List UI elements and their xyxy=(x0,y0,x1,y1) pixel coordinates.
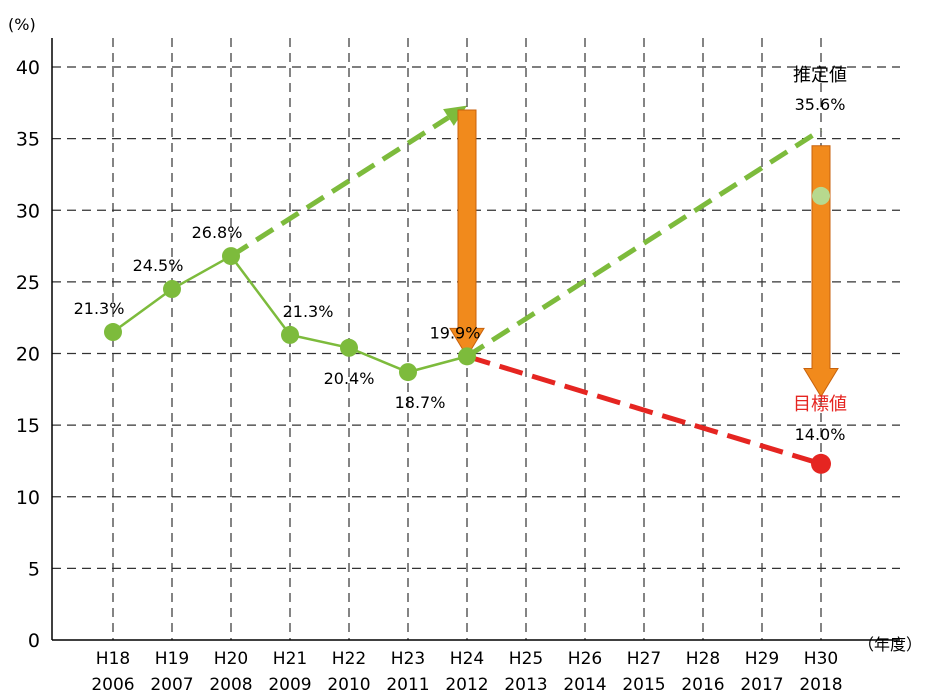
actual-point-2011 xyxy=(399,363,417,382)
x-tick-era-H22: H22 xyxy=(332,649,366,669)
data-label-2011: 18.7% xyxy=(395,393,446,412)
x-tick-year-2012: 2012 xyxy=(445,675,488,695)
estimate-annotation-value: 35.6% xyxy=(795,95,846,114)
target-point xyxy=(811,453,831,474)
x-tick-year-2006: 2006 xyxy=(91,675,134,695)
x-tick-era-H27: H27 xyxy=(627,649,661,669)
x-tick-year-2008: 2008 xyxy=(209,675,252,695)
x-tick-year-2014: 2014 xyxy=(563,675,606,695)
y-tick-labels: 0 5 10 15 20 25 30 35 40 xyxy=(16,57,40,652)
x-tick-era-H23: H23 xyxy=(391,649,425,669)
x-tick-labels: H18 2006 H19 2007 H20 2008 H21 2009 H22 2010 H23 20… xyxy=(91,649,842,695)
y-tick-0: 0 xyxy=(28,630,40,652)
y-tick-5: 5 xyxy=(28,558,40,580)
estimate-marker xyxy=(812,186,830,205)
y-tick-20: 20 xyxy=(16,344,40,366)
reduction-arrow-2012 xyxy=(449,109,485,358)
x-tick-era-H20: H20 xyxy=(214,649,248,669)
x-tick-year-2010: 2010 xyxy=(327,675,370,695)
x-tick-year-2007: 2007 xyxy=(150,675,193,695)
x-tick-year-2009: 2009 xyxy=(268,675,311,695)
x-axis-unit: （年度） xyxy=(858,635,922,654)
y-tick-40: 40 xyxy=(16,57,40,79)
target-annotation-value: 14.0% xyxy=(795,425,846,444)
reduction-arrow-2018 xyxy=(803,145,839,398)
axes xyxy=(51,38,900,641)
x-tick-year-2011: 2011 xyxy=(386,675,429,695)
actual-point-2010 xyxy=(340,338,358,357)
data-label-2009: 21.3% xyxy=(283,302,334,321)
x-tick-year-2013: 2013 xyxy=(504,675,547,695)
x-tick-era-H25: H25 xyxy=(509,649,543,669)
y-tick-35: 35 xyxy=(16,129,40,151)
x-tick-era-H18: H18 xyxy=(96,649,130,669)
target-annotation-title: 目標値 xyxy=(793,394,847,415)
data-label-2010: 20.4% xyxy=(324,369,375,388)
y-axis-unit: (%) xyxy=(8,15,36,34)
actual-point-2007 xyxy=(163,280,181,299)
y-tick-15: 15 xyxy=(16,415,40,437)
x-tick-year-2015: 2015 xyxy=(622,675,665,695)
trend-2008-line xyxy=(229,115,450,259)
reduction-arrows xyxy=(449,109,839,398)
x-tick-year-2016: 2016 xyxy=(681,675,724,695)
x-tick-year-2018: 2018 xyxy=(799,675,842,695)
data-points xyxy=(104,186,831,474)
x-tick-year-2017: 2017 xyxy=(740,675,783,695)
actual-point-2012 xyxy=(458,347,476,366)
target-line xyxy=(466,353,822,467)
y-tick-30: 30 xyxy=(16,200,40,222)
data-label-2006: 21.3% xyxy=(74,299,125,318)
actual-point-2008 xyxy=(222,247,240,266)
data-label-2012: 19.9% xyxy=(430,323,481,342)
data-label-2007: 24.5% xyxy=(133,256,184,275)
x-tick-era-H29: H29 xyxy=(745,649,779,669)
x-tick-era-H30: H30 xyxy=(804,649,838,669)
actual-point-2009 xyxy=(281,325,299,344)
x-tick-era-H24: H24 xyxy=(450,649,484,669)
x-tick-era-H19: H19 xyxy=(155,649,189,669)
data-labels: 21.3% 24.5% 26.8% 21.3% 20.4% 18.7% 19.9% xyxy=(74,223,481,412)
x-tick-era-H21: H21 xyxy=(273,649,307,669)
actual-point-2006 xyxy=(104,323,122,342)
estimate-annotation-title: 推定値 xyxy=(793,65,847,86)
x-tick-era-H28: H28 xyxy=(686,649,720,669)
y-tick-10: 10 xyxy=(16,487,40,509)
x-tick-era-H26: H26 xyxy=(568,649,602,669)
y-tick-25: 25 xyxy=(16,272,40,294)
estimate-line xyxy=(465,127,823,359)
data-label-2008: 26.8% xyxy=(192,223,243,242)
